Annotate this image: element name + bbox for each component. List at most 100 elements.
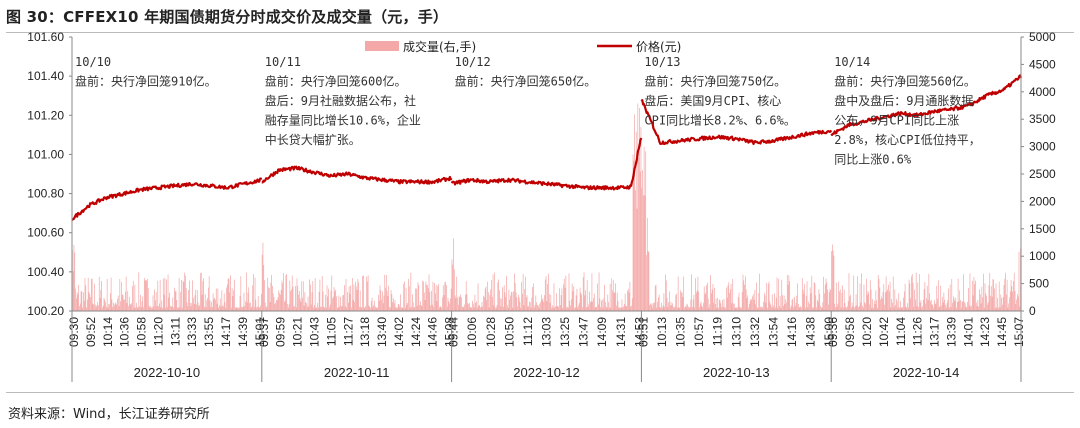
volume-bar xyxy=(328,288,329,311)
volume-bar xyxy=(125,276,127,311)
volume-bar xyxy=(579,287,581,311)
volume-bar xyxy=(639,107,640,312)
volume-bar xyxy=(642,170,643,311)
volume-bar xyxy=(464,304,465,311)
volume-bar xyxy=(317,307,319,311)
volume-bar xyxy=(311,292,313,311)
volume-bar xyxy=(91,278,93,311)
annotation-line: 盘后：9月社融数据公布，社 xyxy=(265,93,416,108)
volume-bar xyxy=(381,299,382,311)
volume-bar xyxy=(208,287,209,311)
x-tick-label: 09:30 xyxy=(67,317,81,347)
x-tick-label: 10:42 xyxy=(877,317,891,347)
chart-canvas: 101.60 101.40 101.20 101.00 100.80 100.60 100.… xyxy=(27,30,1056,382)
volume-bar xyxy=(512,307,514,311)
volume-bar xyxy=(81,291,83,311)
volume-bar xyxy=(310,284,311,311)
volume-bar xyxy=(1009,297,1010,311)
volume-bar xyxy=(77,294,79,311)
volume-bar xyxy=(1013,280,1014,311)
volume-bar xyxy=(967,302,968,311)
volume-bar xyxy=(850,294,851,311)
volume-bar xyxy=(582,277,584,311)
volume-bar xyxy=(286,274,288,311)
volume-bar xyxy=(968,288,969,311)
volume-bar xyxy=(928,273,930,311)
volume-bar xyxy=(711,289,713,311)
volume-bar xyxy=(741,307,742,311)
volume-bar xyxy=(400,294,401,311)
volume-bar xyxy=(987,302,989,311)
volume-bar xyxy=(491,296,493,311)
volume-bar xyxy=(934,300,935,311)
volume-bar xyxy=(761,306,763,311)
volume-bar xyxy=(158,306,159,311)
volume-bar xyxy=(408,278,409,311)
volume-bar xyxy=(887,289,889,311)
volume-bar xyxy=(306,303,307,311)
volume-bar xyxy=(543,302,545,311)
volume-bar xyxy=(841,292,843,311)
x-tick-label: 14:31 xyxy=(614,317,628,347)
volume-bar xyxy=(796,295,798,311)
volume-bar xyxy=(788,275,790,311)
volume-bar xyxy=(367,275,369,311)
volume-bar xyxy=(951,278,953,311)
volume-bar xyxy=(947,300,949,311)
volume-bar xyxy=(102,307,103,311)
volume-bar xyxy=(313,307,314,311)
volume-bar xyxy=(732,279,734,311)
volume-bar xyxy=(475,302,477,311)
volume-bar xyxy=(603,298,605,311)
volume-bar xyxy=(523,305,525,311)
volume-bar xyxy=(831,244,833,311)
annotation-line: 盘前：央行净回笼910亿。 xyxy=(75,74,217,89)
volume-bar xyxy=(936,285,938,311)
volume-bar xyxy=(90,297,91,311)
volume-bar xyxy=(862,305,863,311)
volume-bar xyxy=(590,302,591,311)
volume-bar xyxy=(290,291,291,311)
volume-bar xyxy=(864,302,866,311)
volume-bar xyxy=(569,300,571,311)
volume-bar xyxy=(969,273,971,311)
volume-bar xyxy=(866,278,867,311)
volume-bar xyxy=(325,307,327,311)
volume-bar xyxy=(463,307,465,311)
volume-bar xyxy=(194,295,196,311)
volume-bar xyxy=(339,306,341,311)
volume-bar xyxy=(215,288,217,311)
volume-bar xyxy=(902,306,904,311)
volume-bar xyxy=(516,297,518,311)
annotation-2022-10-11: 10/11 盘前：央行净回笼600亿。盘后：9月社融数据公布，社融存量同比增长10… xyxy=(265,55,421,147)
volume-bar xyxy=(520,307,522,311)
y-right-tick-label: 4500 xyxy=(1029,57,1056,71)
volume-bar xyxy=(338,295,340,311)
volume-bar xyxy=(471,307,473,311)
volume-bar xyxy=(129,304,131,311)
volume-bar xyxy=(220,306,222,311)
x-tick-label: 14:23 xyxy=(978,317,992,347)
volume-bar xyxy=(627,288,629,311)
volume-bar xyxy=(636,208,638,311)
volume-bar xyxy=(202,281,204,311)
volume-bar xyxy=(844,302,846,311)
volume-bar xyxy=(136,302,137,311)
volume-bar xyxy=(198,306,200,311)
volume-bar xyxy=(771,294,773,311)
volume-bar xyxy=(167,274,169,311)
volume-bar xyxy=(647,250,649,311)
volume-bar xyxy=(813,282,815,311)
volume-bar xyxy=(778,278,779,311)
volume-bar xyxy=(540,302,541,311)
volume-bar xyxy=(567,307,569,311)
volume-bar xyxy=(808,301,809,311)
volume-bar xyxy=(834,303,836,311)
volume-bar xyxy=(421,305,423,311)
x-tick-label: 13:17 xyxy=(928,317,942,347)
volume-bar xyxy=(493,305,495,311)
x-tick-label: 15:07 xyxy=(1012,317,1026,347)
volume-bar xyxy=(581,294,583,311)
legend-price-label: 价格(元) xyxy=(636,39,681,54)
volume-bar xyxy=(820,305,821,311)
